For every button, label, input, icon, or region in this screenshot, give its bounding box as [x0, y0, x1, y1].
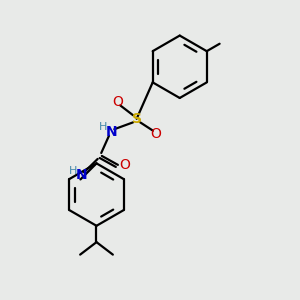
- Text: H: H: [99, 122, 107, 132]
- Text: S: S: [132, 112, 142, 126]
- Text: N: N: [106, 125, 117, 139]
- Text: O: O: [119, 158, 130, 172]
- Text: O: O: [151, 127, 161, 141]
- Text: N: N: [76, 168, 88, 182]
- Text: O: O: [112, 95, 123, 110]
- Text: H: H: [68, 166, 77, 176]
